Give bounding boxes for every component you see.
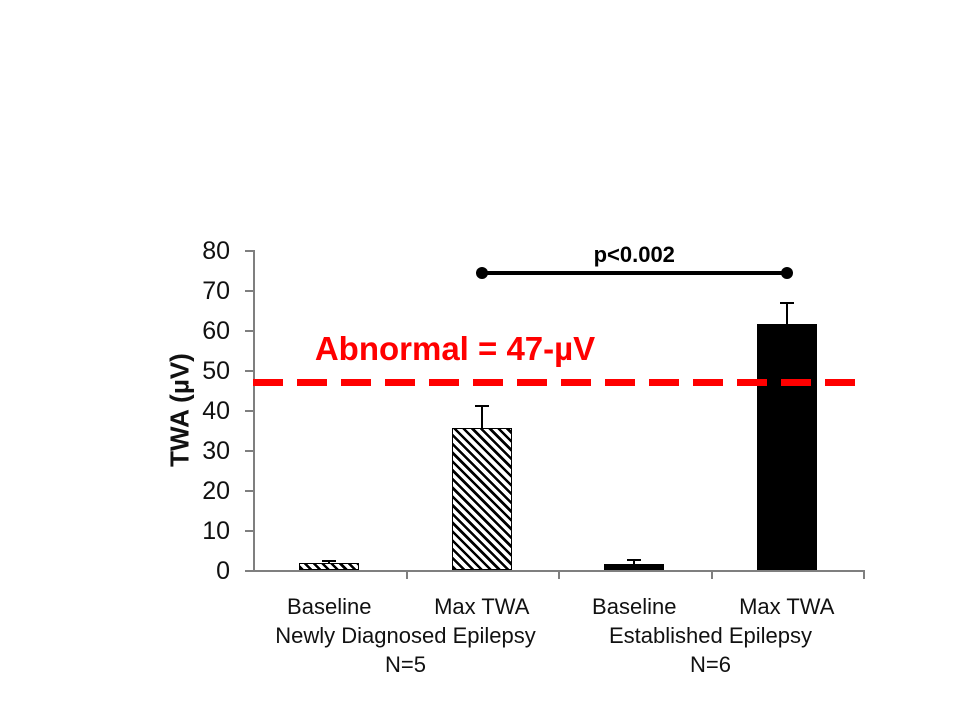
- y-axis-line: [253, 250, 255, 572]
- x-axis-tick: [863, 570, 865, 579]
- y-axis-tick-label: 40: [202, 397, 230, 425]
- bar-max-twa-3: [756, 324, 817, 570]
- y-axis-tick: [245, 370, 253, 372]
- significance-p-value-label: p<0.002: [593, 242, 675, 267]
- y-axis-tick-label: 80: [202, 237, 230, 265]
- bar-baseline-0: [299, 563, 360, 570]
- error-bar-cap: [474, 405, 489, 407]
- x-axis-group-n-label: N=6: [690, 652, 731, 677]
- x-axis-group-label: Newly Diagnosed Epilepsy: [275, 623, 536, 648]
- error-bar-stem: [785, 303, 788, 324]
- y-axis-tick: [245, 410, 253, 412]
- y-axis-tick: [245, 450, 253, 452]
- abnormal-threshold-line: [253, 379, 863, 386]
- x-axis-tick: [405, 570, 408, 579]
- y-axis-tick-label: 60: [202, 317, 230, 345]
- error-bar-cap: [322, 559, 337, 562]
- bar-max-twa-1: [451, 428, 512, 570]
- bar-baseline-2: [604, 564, 665, 570]
- error-bar-cap: [627, 559, 642, 562]
- y-axis-tick-label: 30: [202, 437, 230, 465]
- y-axis-tick: [245, 570, 253, 572]
- x-axis-group-n-label: N=5: [385, 652, 426, 677]
- error-bar-stem: [480, 406, 483, 428]
- y-axis-tick: [245, 290, 253, 292]
- y-axis-tick: [245, 250, 253, 252]
- x-axis-category-label: Max TWA: [434, 594, 530, 619]
- x-axis-tick: [558, 570, 560, 579]
- significance-line: [481, 271, 787, 275]
- y-axis-tick-label: 0: [216, 557, 230, 585]
- y-axis-tick: [245, 490, 253, 492]
- x-axis-category-label: Baseline: [287, 594, 372, 619]
- significance-endpoint-dot-left: [475, 267, 488, 279]
- error-bar-stem: [328, 560, 331, 564]
- x-axis-category-label: Baseline: [592, 594, 677, 619]
- significance-endpoint-dot-right: [780, 267, 793, 279]
- y-axis-tick-label: 10: [202, 517, 230, 545]
- y-axis-tick: [245, 330, 253, 332]
- abnormal-threshold-label: Abnormal = 47-µV: [314, 330, 596, 367]
- error-bar-cap: [779, 302, 794, 305]
- y-axis-tick-label: 70: [202, 277, 230, 305]
- y-axis-tick: [245, 530, 253, 532]
- x-axis-tick: [710, 570, 713, 579]
- y-axis-tick-label: 50: [202, 357, 230, 385]
- y-axis-tick-label: 20: [202, 477, 230, 505]
- x-axis-category-label: Max TWA: [739, 594, 835, 619]
- x-axis-group-label: Established Epilepsy: [608, 623, 813, 648]
- error-bar-stem: [633, 560, 636, 564]
